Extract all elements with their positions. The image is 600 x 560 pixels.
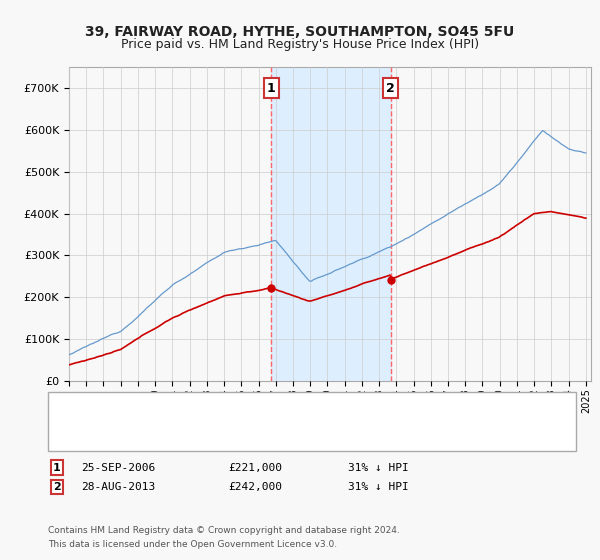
Text: 28-AUG-2013: 28-AUG-2013: [81, 482, 155, 492]
Text: Contains HM Land Registry data © Crown copyright and database right 2024.: Contains HM Land Registry data © Crown c…: [48, 526, 400, 535]
Text: ——: ——: [66, 429, 94, 442]
Text: 1: 1: [53, 463, 61, 473]
Text: 39, FAIRWAY ROAD, HYTHE, SOUTHAMPTON, SO45 5FU (detached house): 39, FAIRWAY ROAD, HYTHE, SOUTHAMPTON, SO…: [93, 399, 472, 409]
Text: £242,000: £242,000: [228, 482, 282, 492]
Text: Price paid vs. HM Land Registry's House Price Index (HPI): Price paid vs. HM Land Registry's House …: [121, 38, 479, 51]
Text: 2: 2: [386, 82, 395, 95]
Bar: [271, 67, 391, 381]
Text: 2: 2: [53, 482, 61, 492]
Text: 31% ↓ HPI: 31% ↓ HPI: [348, 482, 409, 492]
Text: This data is licensed under the Open Government Licence v3.0.: This data is licensed under the Open Gov…: [48, 540, 337, 549]
Text: 31% ↓ HPI: 31% ↓ HPI: [348, 463, 409, 473]
Text: HPI: Average price, detached house, New Forest: HPI: Average price, detached house, New …: [93, 431, 344, 441]
Text: £221,000: £221,000: [228, 463, 282, 473]
Text: ——: ——: [66, 398, 94, 411]
Text: 1: 1: [267, 82, 276, 95]
Text: 39, FAIRWAY ROAD, HYTHE, SOUTHAMPTON, SO45 5FU: 39, FAIRWAY ROAD, HYTHE, SOUTHAMPTON, SO…: [85, 25, 515, 39]
Text: 25-SEP-2006: 25-SEP-2006: [81, 463, 155, 473]
